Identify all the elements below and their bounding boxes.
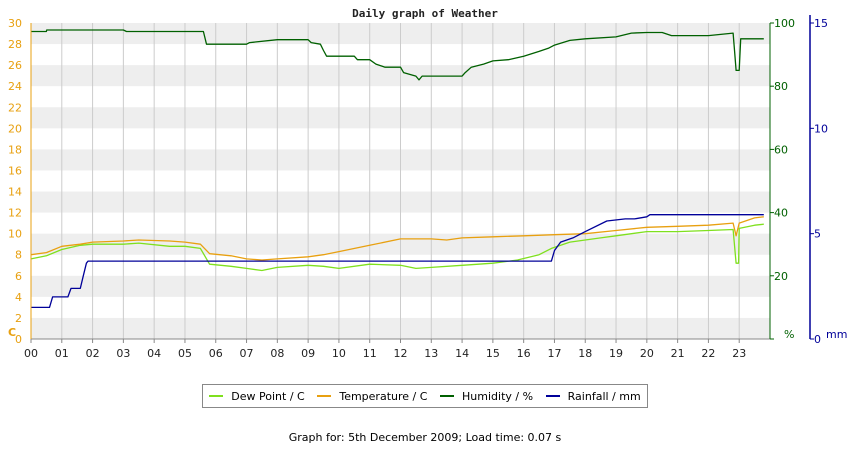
series-line-temperature xyxy=(30,216,764,261)
legend-item-temperature: Temperature / C xyxy=(317,390,427,403)
humidity-axis-unit-label: % xyxy=(784,328,794,341)
legend-item-dew-point: Dew Point / C xyxy=(209,389,305,403)
graph-footer: Graph for: 5th December 2009; Load time:… xyxy=(288,431,562,444)
rain-axis-tick-label: 0 xyxy=(814,333,821,346)
x-axis-tick-label: 04 xyxy=(147,347,161,360)
legend-swatch-dew-point xyxy=(209,395,224,397)
legend-swatch-humidity xyxy=(440,395,455,397)
x-axis-tick-label: 14 xyxy=(455,347,469,360)
x-axis-tick-label: 02 xyxy=(86,347,100,360)
humidity-axis-tick-label: 100 xyxy=(774,17,795,30)
left-axis-tick-label: 16 xyxy=(8,164,22,177)
left-axis-tick-label: 24 xyxy=(8,80,22,93)
left-axis-tick-label: 22 xyxy=(8,101,22,114)
left-axis-tick-label: 10 xyxy=(8,228,22,241)
left-axis-tick-label: 6 xyxy=(15,270,22,283)
left-axis-unit-label: C xyxy=(8,326,16,339)
legend-swatch-temperature xyxy=(317,395,332,397)
x-axis-tick-label: 13 xyxy=(424,347,438,360)
x-axis-tick-label: 21 xyxy=(671,347,685,360)
x-axis-tick-label: 03 xyxy=(116,347,130,360)
left-axis-tick-label: 14 xyxy=(8,186,22,199)
series-lines xyxy=(30,29,764,309)
humidity-axis-tick-label: 20 xyxy=(774,270,788,283)
legend-swatch-rainfall xyxy=(545,395,560,397)
rain-axis-ticks: 0 5 10 15 xyxy=(810,17,828,346)
x-axis-tick-label: 09 xyxy=(301,347,315,360)
chart-legend: Dew Point / C Temperature / C Humidity /… xyxy=(202,384,648,408)
left-axis-tick-label: 0 xyxy=(15,333,22,346)
x-axis-tick-label: 17 xyxy=(547,347,561,360)
chart-title: Daily graph of Weather xyxy=(352,7,498,20)
x-axis-tick-label: 22 xyxy=(701,347,715,360)
humidity-axis-tick-label: 60 xyxy=(774,143,788,156)
legend-label-rainfall: Rainfall / mm xyxy=(567,389,641,403)
x-axis-tick-label: 15 xyxy=(486,347,500,360)
rain-axis-unit-label: mm xyxy=(826,328,847,341)
x-axis-tick-label: 11 xyxy=(363,347,377,360)
left-axis-tick-label: 12 xyxy=(8,207,22,220)
legend-label-dew-point: Dew Point / C xyxy=(231,389,305,403)
left-axis-tick-label: 20 xyxy=(8,122,22,135)
rain-axis-tick-label: 15 xyxy=(814,17,828,30)
left-axis-tick-label: 26 xyxy=(8,59,22,72)
x-axis-tick-label: 19 xyxy=(609,347,623,360)
x-axis-tick-label: 07 xyxy=(240,347,254,360)
x-axis-tick-label: 18 xyxy=(578,347,592,360)
legend-label-humidity: Humidity / % xyxy=(462,389,534,403)
rain-axis-tick-label: 10 xyxy=(814,122,828,135)
left-axis-tick-label: 18 xyxy=(8,143,22,156)
left-axis-tick-label: 30 xyxy=(8,17,22,30)
humidity-axis-tick-label: 80 xyxy=(774,80,788,93)
x-axis-tick-label: 12 xyxy=(394,347,408,360)
weather-chart: Daily graph of Weather 02468101214161820… xyxy=(8,7,847,360)
x-axis-tick-label: 08 xyxy=(270,347,284,360)
humidity-axis-tick-label: 40 xyxy=(774,207,788,220)
legend-item-humidity: Humidity / % xyxy=(440,390,533,403)
left-axis-tick-label: 2 xyxy=(15,312,22,325)
left-axis-tick-label: 28 xyxy=(8,38,22,51)
series-line-humidity xyxy=(31,29,764,81)
x-axis-tick-label: 16 xyxy=(517,347,531,360)
x-axis-tick-label: 01 xyxy=(55,347,69,360)
vertical-gridlines xyxy=(61,23,740,339)
humidity-axis-ticks: 20 40 60 80 100 xyxy=(770,17,795,340)
x-axis-tick-label: 23 xyxy=(732,347,746,360)
x-axis-tick-label: 10 xyxy=(332,347,346,360)
left-axis-tick-label: 8 xyxy=(15,249,22,262)
x-axis-tick-label: 06 xyxy=(209,347,223,360)
legend-label-temperature: Temperature / C xyxy=(339,389,428,403)
x-axis-tick-label: 05 xyxy=(178,347,192,360)
x-axis-ticks: 00 01 02 03 04 05 06 07 08 09 10 11 12 13 14 15 16 17 18 19… xyxy=(24,339,746,360)
rain-axis-tick-label: 5 xyxy=(814,228,821,241)
series-line-dew xyxy=(30,223,764,272)
x-axis-tick-label: 00 xyxy=(24,347,38,360)
left-axis-tick-label: 4 xyxy=(15,291,22,304)
legend-item-rainfall: Rainfall / mm xyxy=(545,389,641,403)
series-line-rainfall xyxy=(31,214,764,309)
x-axis-tick-label: 20 xyxy=(640,347,654,360)
